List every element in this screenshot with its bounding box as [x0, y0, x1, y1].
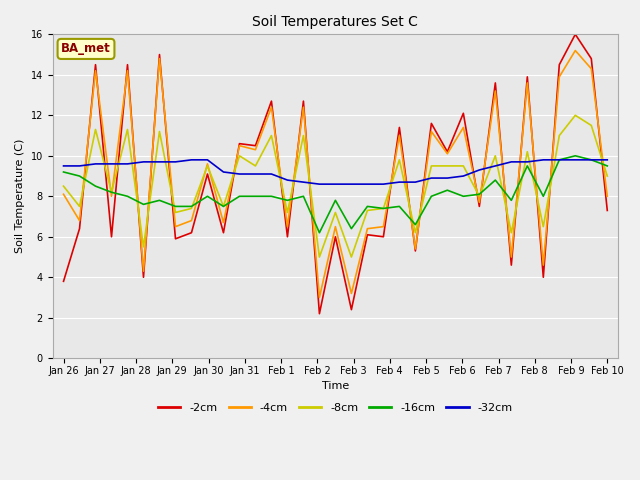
Title: Soil Temperatures Set C: Soil Temperatures Set C [252, 15, 419, 29]
Y-axis label: Soil Temperature (C): Soil Temperature (C) [15, 139, 25, 253]
Text: BA_met: BA_met [61, 42, 111, 55]
X-axis label: Time: Time [322, 382, 349, 391]
Legend: -2cm, -4cm, -8cm, -16cm, -32cm: -2cm, -4cm, -8cm, -16cm, -32cm [154, 398, 517, 418]
